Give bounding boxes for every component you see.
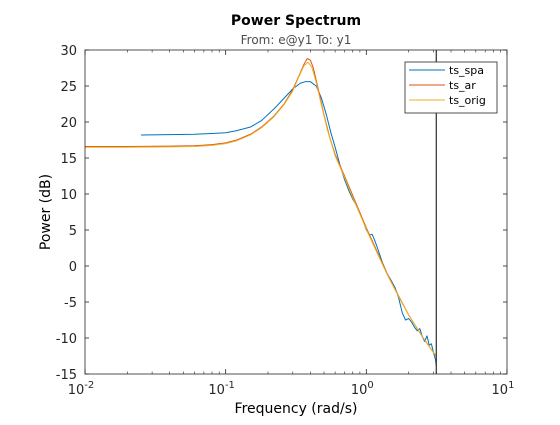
x-tick-label: 101 [492,380,515,398]
y-tick-label: 5 [69,224,77,239]
legend[interactable]: ts_spa ts_ar ts_orig [404,61,498,114]
y-tick-label: 0 [69,260,77,275]
x-tick-label: 100 [351,380,374,398]
y-tick-label: 15 [60,152,77,167]
y-tick-label: 20 [60,116,77,131]
legend-entry: ts_ar [449,79,476,92]
axes-box [84,49,508,375]
y-tick-label: -10 [56,332,77,347]
y-tick-label: 30 [60,44,77,59]
axis-ticks: -15 -10 -5 0 5 10 15 20 25 30 10-2 10-1 100 101 [56,44,515,398]
y-tick-label: -15 [56,368,77,383]
legend-entry: ts_spa [449,64,484,77]
series-line-ts-orig [85,61,437,357]
y-tick-label: 10 [60,188,77,203]
y-tick-label: 25 [60,80,77,95]
x-axis-label: Frequency (rad/s) [235,401,358,417]
x-tick-label: 10-2 [68,380,95,398]
chart-title: Power Spectrum [231,13,361,29]
legend-entry: ts_orig [449,94,486,107]
y-tick-label: -5 [64,296,77,311]
y-axis-label: Power (dB) [38,174,54,250]
chart-subtitle: From: e@y1 To: y1 [241,33,352,47]
x-tick-label: 10-1 [208,380,235,398]
